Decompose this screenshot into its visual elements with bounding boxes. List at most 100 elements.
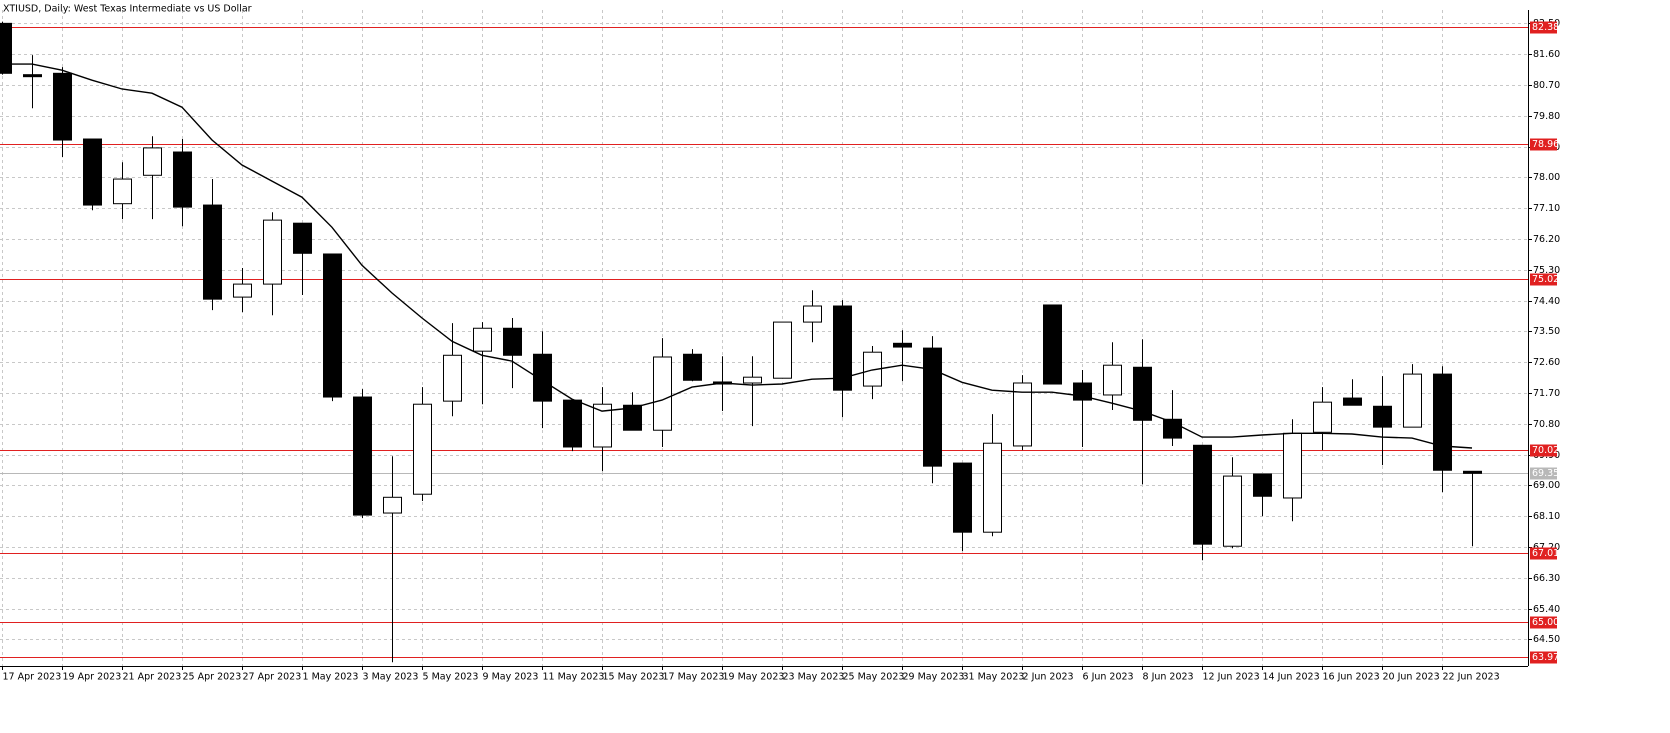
candle-body	[953, 462, 972, 533]
marks	[0, 21, 1528, 663]
candle-body	[563, 399, 582, 448]
chart-title: XTIUSD, Daily: West Texas Intermediate v…	[3, 4, 252, 15]
x-tick-label: 17 May 2023	[663, 672, 725, 683]
x-tick-label: 1 May 2023	[303, 672, 359, 683]
x-tick-label: 19 Apr 2023	[63, 672, 122, 683]
level-box	[1530, 616, 1557, 629]
candle-body	[1103, 364, 1122, 396]
candle-body	[593, 403, 612, 448]
candle-body	[1283, 432, 1302, 499]
y-tick-label: 74.40	[1533, 296, 1560, 307]
candle-body	[1373, 405, 1392, 428]
y-tick-label: 66.30	[1533, 573, 1560, 584]
candle-body	[623, 404, 642, 431]
x-tick-label: 6 Jun 2023	[1083, 672, 1134, 683]
candle-body	[113, 178, 132, 205]
level-box	[1530, 547, 1557, 560]
candle-body	[143, 147, 162, 176]
x-tick-label: 17 Apr 2023	[3, 672, 62, 683]
candle-body	[23, 74, 42, 78]
candle-body	[1133, 366, 1152, 421]
x-tick-label: 19 May 2023	[723, 672, 785, 683]
y-tick-label: 68.10	[1533, 511, 1560, 522]
candle-body	[323, 253, 342, 398]
candle-body	[263, 219, 282, 285]
candle-body	[293, 222, 312, 254]
x-tick-label: 15 May 2023	[603, 672, 665, 683]
x-tick-label: 14 Jun 2023	[1263, 672, 1320, 683]
level-box	[1530, 444, 1557, 457]
candle-body	[893, 342, 912, 348]
y-tick-label: 78.00	[1533, 172, 1560, 183]
candle-body	[83, 138, 102, 206]
level-label: 78.96	[1532, 139, 1559, 150]
level-label: 75.02	[1532, 274, 1559, 285]
candle-body	[1223, 475, 1242, 547]
level-label: 65.00	[1532, 617, 1559, 628]
candle-body	[1403, 373, 1422, 428]
y-tick-label: 64.50	[1533, 634, 1560, 645]
candle-body	[1433, 373, 1452, 471]
candle-body	[1343, 397, 1362, 406]
x-tick-label: 25 Apr 2023	[183, 672, 242, 683]
y-tick-label: 70.80	[1533, 419, 1560, 430]
x-tick-label: 22 Jun 2023	[1443, 672, 1500, 683]
candle-body	[1463, 470, 1482, 474]
candle-body	[413, 403, 432, 495]
candle-body	[533, 353, 552, 402]
y-tick-label: 69.00	[1533, 480, 1560, 491]
candle-body	[503, 327, 522, 356]
x-tick-label: 2 Jun 2023	[1023, 672, 1074, 683]
x-tick-label: 9 May 2023	[483, 672, 539, 683]
candle-body	[743, 376, 762, 384]
y-tick-label: 72.60	[1533, 357, 1560, 368]
level-label: 70.02	[1532, 445, 1559, 456]
x-tick-label: 29 May 2023	[903, 672, 965, 683]
candle-body	[473, 327, 492, 352]
candle-body	[1253, 473, 1272, 497]
level-label: 67.01	[1532, 548, 1559, 559]
candle-body	[203, 204, 222, 300]
candle-body	[683, 353, 702, 381]
level-label: 63.97	[1532, 652, 1559, 663]
x-tick-label: 25 May 2023	[843, 672, 905, 683]
x-tick-label: 20 Jun 2023	[1383, 672, 1440, 683]
candle-body	[1193, 444, 1212, 545]
moving-average-line	[2, 63, 1473, 449]
y-tick-label: 76.20	[1533, 234, 1560, 245]
x-tick-label: 27 Apr 2023	[243, 672, 302, 683]
y-tick-label: 71.70	[1533, 388, 1560, 399]
y-tick-label: 75.30	[1533, 265, 1560, 276]
x-tick-label: 23 May 2023	[783, 672, 845, 683]
level-label: 82.38	[1532, 22, 1559, 33]
candle-body	[1013, 382, 1032, 447]
x-tick-label: 8 Jun 2023	[1143, 672, 1194, 683]
candle-body	[233, 283, 252, 298]
x-tick-label: 16 Jun 2023	[1323, 672, 1380, 683]
last-price-label: 69.35	[1532, 468, 1559, 479]
candle-body	[443, 354, 462, 402]
candle-body	[1043, 304, 1062, 385]
y-tick-label: 77.10	[1533, 203, 1560, 214]
candle-body	[833, 305, 852, 391]
level-box	[1530, 21, 1557, 34]
y-tick-label: 79.80	[1533, 111, 1560, 122]
y-tick-label: 73.50	[1533, 326, 1560, 337]
candle-body	[1313, 401, 1332, 433]
x-tick-label: 3 May 2023	[363, 672, 419, 683]
candle-body	[923, 347, 942, 467]
candle-body	[53, 72, 72, 141]
x-tick-label: 11 May 2023	[543, 672, 605, 683]
last-price-box	[1530, 467, 1557, 480]
candle-body	[983, 442, 1002, 533]
candle-body	[0, 22, 12, 74]
y-tick-label: 65.40	[1533, 604, 1560, 615]
candle-body	[383, 496, 402, 514]
candle-body	[653, 356, 672, 431]
x-tick-label: 21 Apr 2023	[123, 672, 182, 683]
y-tick-label: 80.70	[1533, 80, 1560, 91]
candle-body	[353, 396, 372, 516]
level-box	[1530, 651, 1557, 664]
x-tick-label: 5 May 2023	[423, 672, 479, 683]
